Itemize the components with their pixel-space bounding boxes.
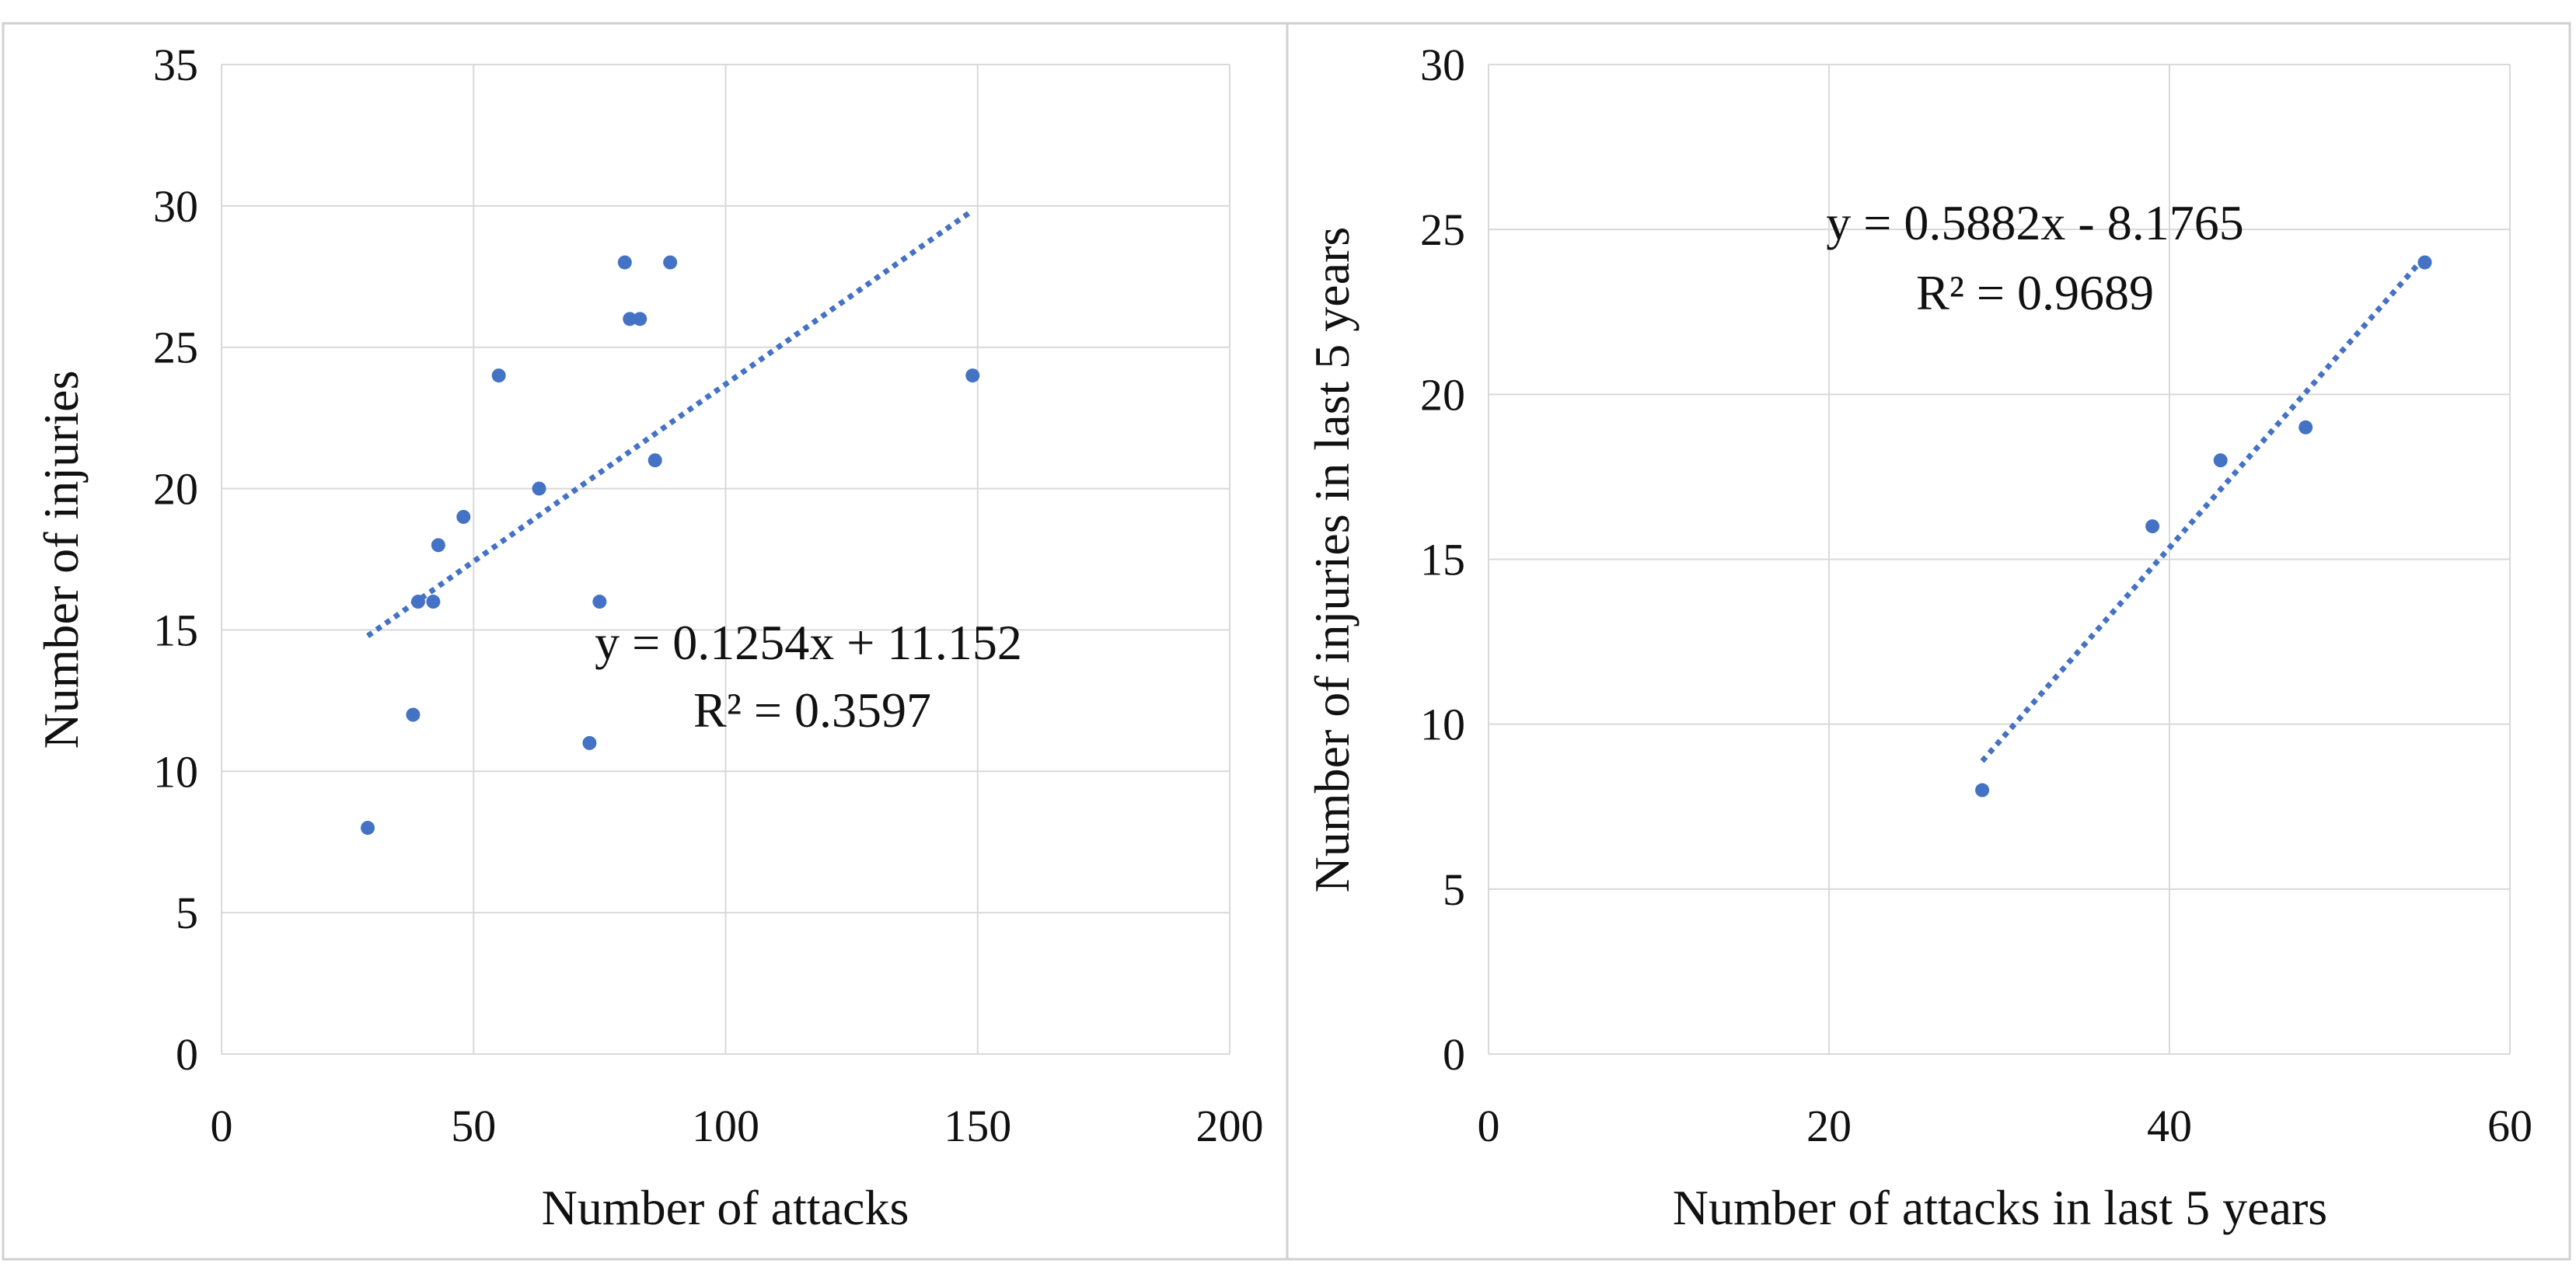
y-tick-label: 30 bbox=[153, 181, 198, 232]
data-point bbox=[647, 453, 662, 468]
trendline-equation: y = 0.1254x + 11.152 bbox=[595, 615, 1022, 670]
y-tick-label: 20 bbox=[1420, 369, 1465, 420]
data-point bbox=[965, 368, 980, 383]
chart-attacks-vs-injuries: 0 5 10 15 20 25 30 35 0 50 100 150 200 Number of atta… bbox=[33, 40, 1264, 1235]
data-point bbox=[491, 368, 506, 383]
y-tick-label: 10 bbox=[153, 746, 198, 797]
r-squared-label: R² = 0.3597 bbox=[693, 682, 931, 738]
data-point bbox=[361, 821, 375, 836]
y-tick-label: 35 bbox=[153, 40, 198, 90]
y-tick-label: 20 bbox=[153, 464, 198, 515]
x-axis-title: Number of attacks in last 5 years bbox=[1673, 1180, 2327, 1235]
data-point bbox=[410, 595, 425, 609]
y-tick-label: 5 bbox=[176, 888, 198, 938]
x-tick-label: 100 bbox=[692, 1101, 759, 1151]
y-tick-label: 5 bbox=[1443, 864, 1465, 915]
y-tick-label: 0 bbox=[176, 1029, 198, 1080]
y-axis-title: Number of injuries in last 5 years bbox=[1304, 227, 1360, 893]
x-tick-label: 200 bbox=[1196, 1101, 1264, 1151]
r-squared-label: R² = 0.9689 bbox=[1916, 265, 2154, 320]
x-tick-label: 50 bbox=[451, 1101, 496, 1151]
data-point bbox=[663, 255, 678, 270]
trendline bbox=[366, 208, 975, 638]
trendline-equation: y = 0.5882x - 8.1765 bbox=[1826, 195, 2243, 250]
y-tick-label: 30 bbox=[1420, 40, 1465, 90]
data-point bbox=[623, 312, 637, 326]
x-tick-label: 0 bbox=[1478, 1101, 1500, 1151]
x-tick-label: 60 bbox=[2487, 1101, 2532, 1151]
data-point bbox=[592, 595, 607, 609]
y-tick-label: 25 bbox=[153, 323, 198, 373]
x-tick-label: 150 bbox=[944, 1101, 1011, 1151]
data-point bbox=[456, 509, 471, 524]
data-point bbox=[2417, 255, 2432, 270]
data-point bbox=[431, 538, 445, 553]
data-point bbox=[2299, 420, 2313, 435]
y-tick-label: 15 bbox=[153, 605, 198, 655]
trendline bbox=[1980, 254, 2428, 763]
x-tick-label: 40 bbox=[2147, 1101, 2192, 1151]
data-point bbox=[2213, 453, 2228, 468]
data-point bbox=[633, 312, 647, 326]
data-point bbox=[617, 255, 632, 270]
x-tick-label: 20 bbox=[1806, 1101, 1852, 1151]
y-tick-label: 0 bbox=[1443, 1029, 1465, 1080]
y-tick-label: 25 bbox=[1420, 204, 1465, 255]
data-point bbox=[426, 595, 441, 609]
y-axis-title: Number of injuries bbox=[33, 371, 89, 749]
data-point bbox=[2145, 519, 2160, 534]
x-axis-title: Number of attacks bbox=[542, 1180, 909, 1235]
chart-attacks-vs-injuries-last-5-years: 0 5 10 15 20 25 30 0 20 40 60 Number of attacks in … bbox=[1304, 40, 2532, 1235]
y-tick-label: 10 bbox=[1420, 700, 1465, 750]
data-point bbox=[406, 707, 421, 722]
right-panel-border bbox=[1286, 22, 2571, 1261]
data-point bbox=[532, 481, 546, 496]
data-point bbox=[1975, 783, 1990, 798]
x-tick-label: 0 bbox=[211, 1101, 233, 1151]
data-point bbox=[582, 735, 597, 750]
y-tick-label: 15 bbox=[1420, 535, 1465, 585]
